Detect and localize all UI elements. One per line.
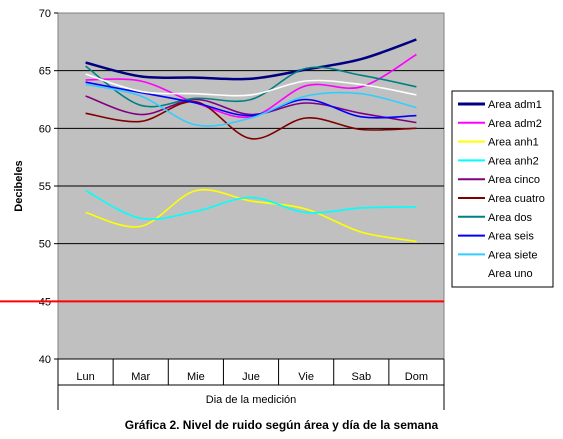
x-axis: Lun Mar Mie Jue Vie Sab Dom [57, 358, 445, 410]
series-line-area-adm1 [85, 38, 417, 81]
legend-label: Area dos [488, 212, 533, 224]
x-tick-label: Lun [76, 371, 94, 383]
figure-caption: Gráfica 2. Nivel de ruido según área y d… [124, 418, 439, 432]
legend-label: Area cuatro [488, 193, 545, 205]
legend-label: Area anh2 [488, 155, 539, 167]
y-tick-label: 40 [39, 354, 51, 366]
y-tick-label: 65 [39, 66, 51, 78]
series-line-area-adm2 [85, 53, 417, 119]
legend-label: Area anh1 [488, 137, 539, 149]
x-tick-label: Sab [351, 371, 371, 383]
y-tick-label: 70 [39, 8, 51, 20]
legend-label: Area seis [488, 231, 534, 243]
series-line-area-anh1 [85, 188, 417, 243]
series-line-area-dos [85, 65, 417, 108]
series-lines [85, 38, 417, 243]
x-tick-label: Mie [187, 371, 205, 383]
series-line-area-uno [85, 73, 417, 97]
series-line-area-cinco [85, 95, 417, 124]
y-axis-ticks: 40455055606570 [39, 8, 58, 366]
x-tick-label: Mar [131, 371, 150, 383]
x-tick-label: Vie [298, 371, 314, 383]
legend-label: Area adm2 [488, 118, 542, 130]
series-line-area-cuatro [85, 100, 417, 140]
y-axis-title: Decibeles [13, 160, 25, 211]
legend: Area adm1 Area adm2 Area anh1 Area anh2 Area… [451, 90, 554, 288]
legend-label: Area adm1 [488, 99, 542, 111]
y-tick-label: 60 [39, 123, 51, 135]
x-axis-title: Dia de la medición [206, 394, 297, 406]
series-line-area-siete [85, 83, 417, 127]
y-tick-label: 50 [39, 239, 51, 251]
series-line-area-anh2 [85, 189, 417, 220]
legend-label: Area cinco [488, 174, 540, 186]
legend-label: Area uno [488, 268, 533, 280]
legend-label: Area siete [488, 249, 538, 261]
y-tick-label: 55 [39, 181, 51, 193]
series-line-area-seis [85, 81, 417, 119]
x-tick-label: Jue [242, 371, 260, 383]
x-tick-label: Dom [405, 371, 428, 383]
